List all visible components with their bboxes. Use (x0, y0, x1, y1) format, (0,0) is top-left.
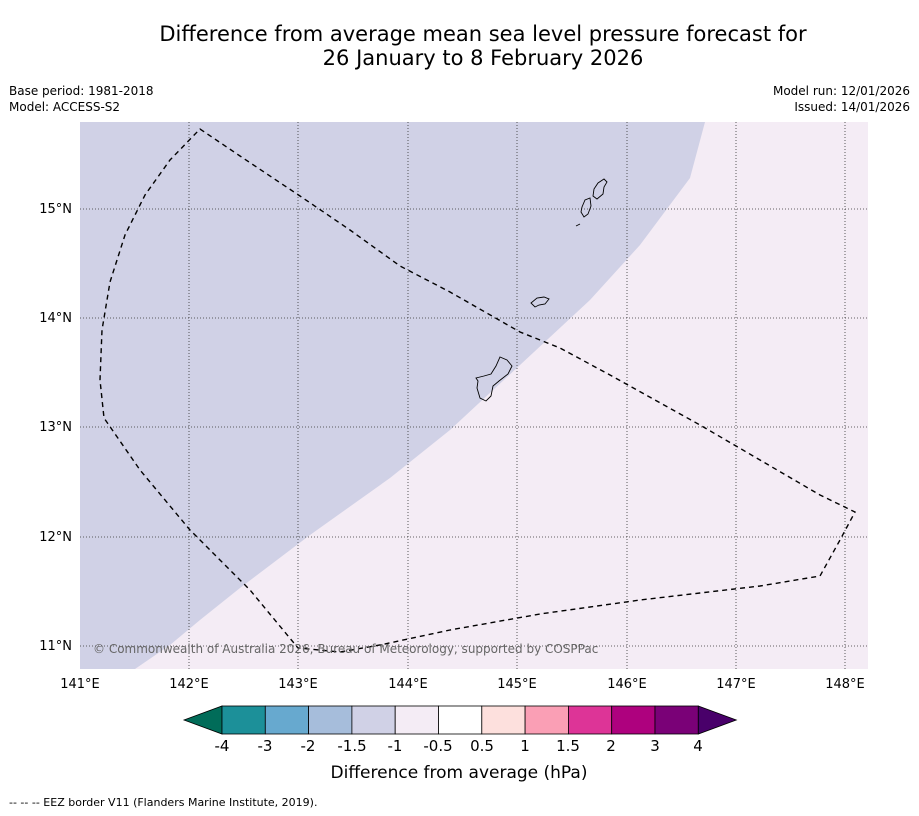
island-rota (530, 296, 550, 308)
map-plot: © Commonwealth of Australia 2026, Bureau… (80, 122, 868, 669)
meta-left: Base period: 1981-2018 Model: ACCESS-S2 (9, 83, 154, 115)
model-name: Model: ACCESS-S2 (9, 100, 121, 114)
lon-label: 141°E (60, 677, 100, 692)
colorbar-tick-label: 4 (693, 737, 703, 755)
copyright-text: © Commonwealth of Australia 2026, Bureau… (93, 642, 598, 656)
latitude-labels: 15°N 14°N 13°N 12°N 11°N (39, 202, 72, 654)
lon-label: 144°E (388, 677, 428, 692)
colorbar-segment (394, 705, 439, 735)
colorbar-segment (481, 705, 526, 735)
lon-label: 143°E (278, 677, 318, 692)
gridlines (80, 122, 868, 669)
colorbar-tick-label: 1 (520, 737, 530, 755)
eez-footnote: -- -- -- EEZ border V11 (Flanders Marine… (9, 796, 318, 809)
colorbar-extend-low (182, 705, 223, 735)
colorbar-segment (351, 705, 396, 735)
lat-label: 14°N (39, 311, 72, 326)
issued-date: Issued: 14/01/2026 (794, 100, 910, 114)
colorbar-tick-label: -1.5 (337, 737, 366, 755)
negative-anomaly-fill (80, 122, 705, 669)
colorbar-segment (438, 705, 483, 735)
meta-right: Model run: 12/01/2026 Issued: 14/01/2026 (773, 83, 910, 115)
lon-label: 148°E (825, 677, 865, 692)
lat-label: 13°N (39, 420, 72, 435)
islands (475, 178, 608, 402)
colorbar-title: Difference from average (hPa) (331, 763, 588, 783)
lat-label: 11°N (39, 639, 72, 654)
colorbar-segment (221, 705, 266, 735)
lon-label: 145°E (497, 677, 537, 692)
base-period: Base period: 1981-2018 (9, 84, 154, 98)
colorbar-segment (568, 705, 613, 735)
map-title: Difference from average mean sea level p… (120, 22, 846, 70)
colorbar-tick-label: -1 (388, 737, 403, 755)
colorbar-segment (524, 705, 569, 735)
colorbar-tick-label: 0.5 (470, 737, 494, 755)
colorbar-segment (654, 705, 699, 735)
eez-border (99, 128, 856, 653)
colorbar-tick-label: 3 (650, 737, 660, 755)
colorbar-tick-label: 1.5 (556, 737, 580, 755)
title-line-2: 26 January to 8 February 2026 (322, 46, 644, 70)
island-aguijan (575, 223, 581, 227)
longitude-labels: 141°E 142°E 143°E 144°E 145°E 146°E 147°… (60, 677, 865, 692)
colorbar-tick-label: -2 (301, 737, 316, 755)
lat-label: 12°N (39, 530, 72, 545)
colorbar-tick-label: -3 (258, 737, 273, 755)
colorbar-segment (264, 705, 309, 735)
colorbar-tick-label: -4 (215, 737, 230, 755)
lon-label: 146°E (607, 677, 647, 692)
colorbar-segment (308, 705, 353, 735)
lon-label: 147°E (716, 677, 756, 692)
island-saipan (592, 178, 608, 200)
colorbar-segment (611, 705, 656, 735)
island-tinian (580, 197, 592, 218)
lon-label: 142°E (169, 677, 209, 692)
island-guam (475, 356, 513, 402)
title-line-1: Difference from average mean sea level p… (159, 22, 807, 46)
colorbar-extend-high (697, 705, 738, 735)
colorbar-tick-label: 2 (606, 737, 616, 755)
colorbar-labels: -4 -3 -2 -1.5 -1 -0.5 0.5 1 1.5 2 3 4 (215, 737, 703, 755)
colorbar (182, 705, 738, 735)
lat-label: 15°N (39, 202, 72, 217)
model-run: Model run: 12/01/2026 (772, 84, 910, 98)
colorbar-tick-label: -0.5 (423, 737, 452, 755)
